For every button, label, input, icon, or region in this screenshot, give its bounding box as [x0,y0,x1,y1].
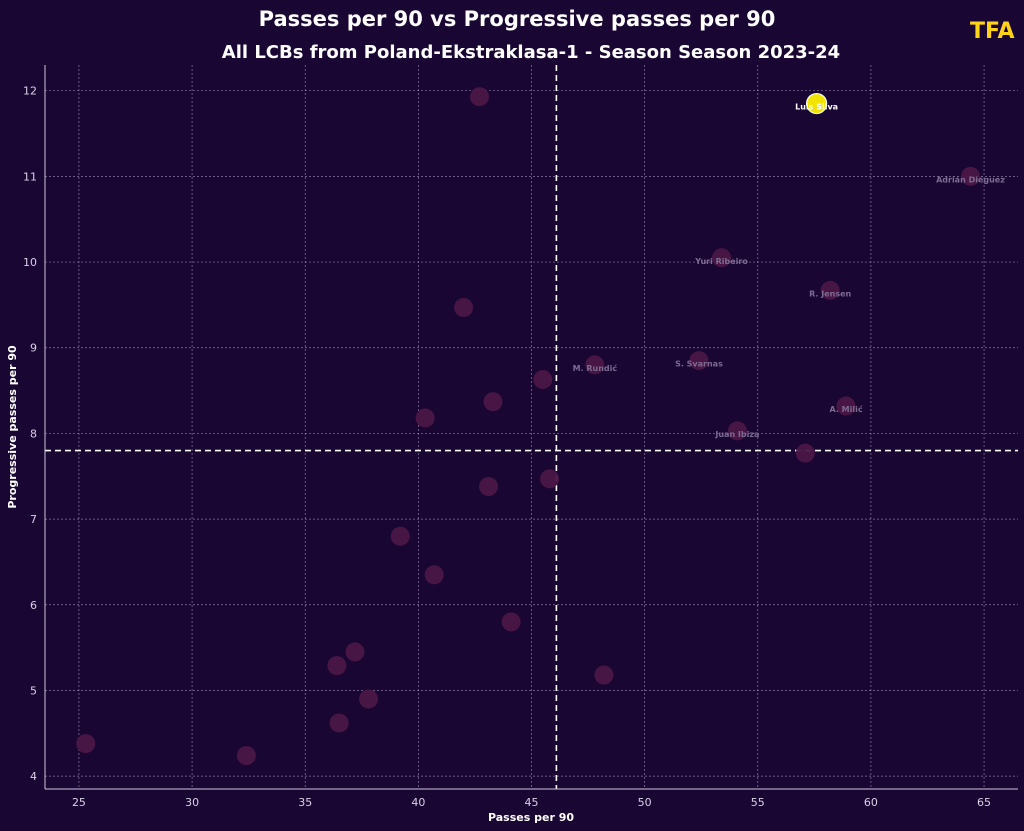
y-tick-label: 10 [23,256,37,269]
tfa-logo: TFA [970,19,1015,44]
player-point [960,166,980,186]
player-point [479,477,499,497]
player-point [454,297,474,317]
y-tick-label: 8 [30,427,37,440]
player-label: M. Rundić [573,363,618,373]
player-point [836,396,856,416]
y-tick-label: 7 [30,513,37,526]
y-tick-label: 5 [30,684,37,697]
player-label: Adrián Diéguez [936,174,1005,184]
chart-title: Passes per 90 vs Progressive passes per … [259,7,776,31]
x-tick-label: 25 [72,796,86,809]
player-point [236,746,256,766]
player-point [727,421,747,441]
player-point [501,612,521,632]
x-tick-label: 35 [298,796,312,809]
player-label: Juan Ibiza [714,430,759,439]
player-point [540,469,560,489]
player-point [329,713,349,733]
x-axis-label: Passes per 90 [488,811,574,824]
player-point [390,526,410,546]
x-tick-label: 65 [977,796,991,809]
player-point [327,656,347,676]
y-tick-label: 12 [23,85,37,98]
x-tick-label: 60 [864,796,878,809]
y-tick-label: 4 [30,770,37,783]
x-tick-label: 55 [751,796,765,809]
player-point [345,642,365,662]
highlighted-player-point [806,92,828,115]
y-axis-label: Progressive passes per 90 [6,345,19,509]
x-tick-label: 40 [411,796,425,809]
x-tick-label: 45 [525,796,539,809]
grid [45,65,1018,789]
player-point [359,689,379,709]
player-point [424,565,444,585]
player-point [76,734,96,754]
player-label: Luis Silva [795,103,838,112]
player-point [469,87,489,107]
y-tick-label: 9 [30,342,37,355]
chart-subtitle: All LCBs from Poland-Ekstraklasa-1 - Sea… [222,42,840,63]
player-label: R. Jensen [809,289,851,298]
player-label: Yuri Ribeiro [694,257,748,266]
x-tick-label: 50 [638,796,652,809]
player-point [594,665,614,685]
player-label: A. Milić [829,404,862,414]
player-point [483,392,503,412]
data-points [76,87,980,766]
point-labels: Luis Silva Adrián Diéguez Yuri Ribeiro R. J… [573,103,1006,439]
player-point [533,369,553,389]
y-tick-label: 6 [30,599,37,612]
player-point [820,280,840,300]
axes-spines [44,65,1018,790]
player-point [415,408,435,428]
player-label: S. Svarnas [675,360,723,369]
x-tick-label: 30 [185,796,199,809]
player-point [689,351,709,371]
average-lines [45,65,1018,789]
player-point [795,443,815,463]
y-tick-label: 11 [23,170,37,183]
player-point [712,248,732,268]
player-point [585,355,605,375]
